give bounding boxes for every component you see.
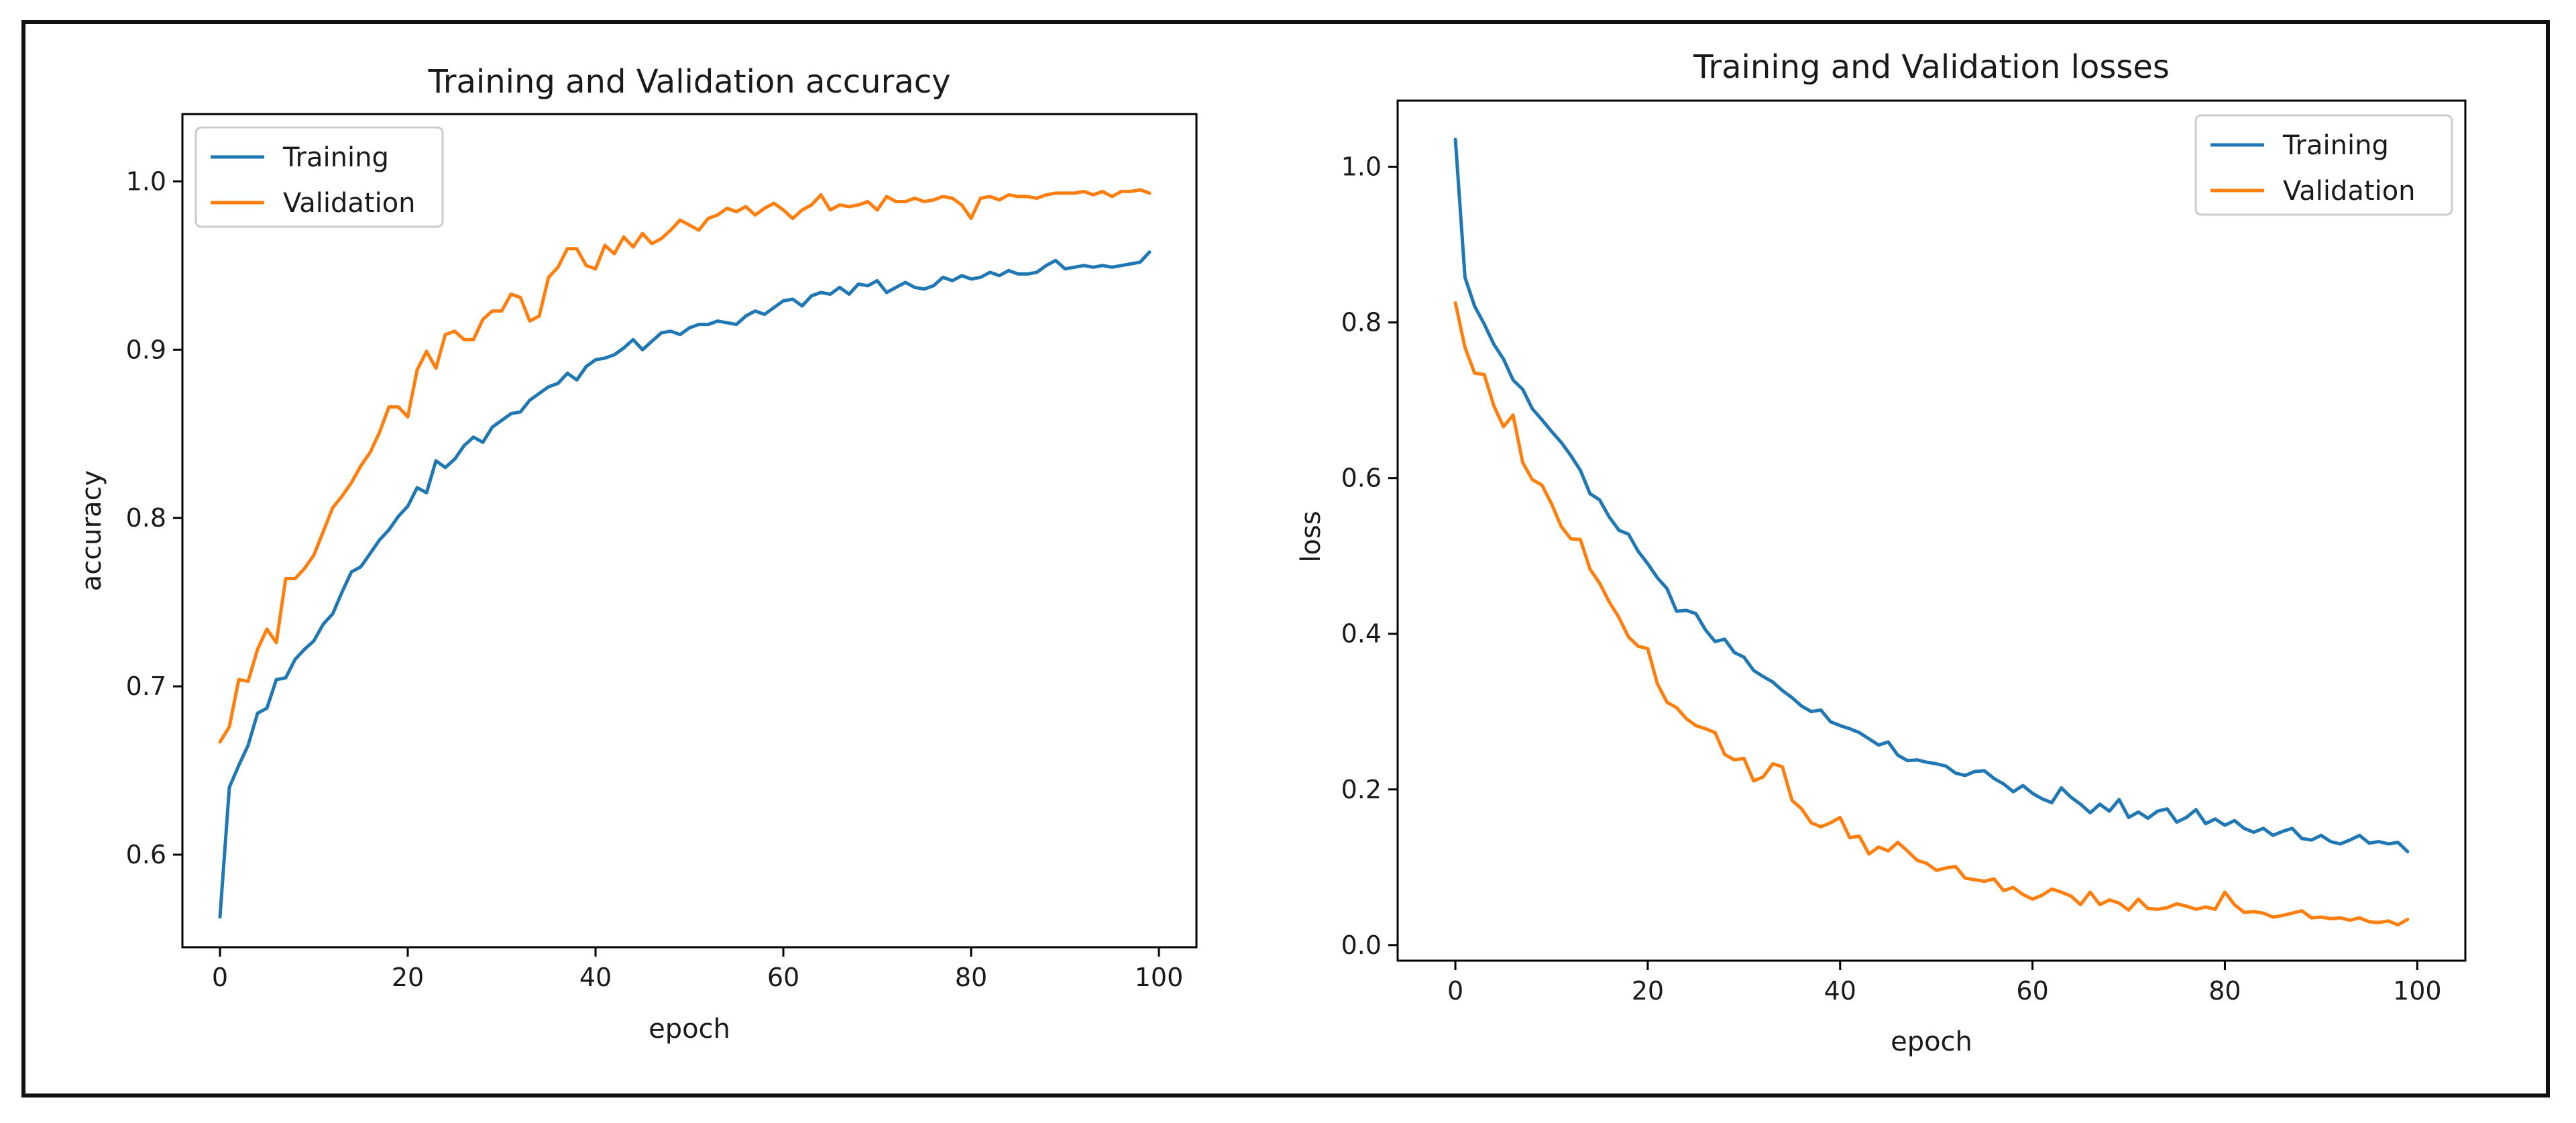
legend-label-training: Training [282,142,389,173]
x-axis-label: epoch [1891,1026,1972,1057]
x-tick-label: 100 [1135,963,1184,992]
series-line-training [1453,138,2410,854]
y-tick-label: 0.0 [1341,930,1382,960]
x-axis-label: epoch [649,1014,730,1045]
legend: Training Validation [194,126,444,228]
y-axis-label: accuracy [76,470,107,591]
y-axis-label: loss [1296,511,1327,562]
series-line-validation [218,188,1152,744]
legend-label-validation: Validation [283,188,416,219]
y-tick-label: 0.4 [1341,619,1382,649]
y-tick-label: 1.0 [1341,152,1382,182]
series-lines [218,188,1152,919]
y-tick-label: 0.6 [126,840,166,869]
x-tick-label: 60 [2016,976,2048,1006]
y-tick-label: 1.0 [126,166,166,196]
chart-title: Training and Validation losses [1693,48,2170,86]
y-ticks: 0.0 0.2 0.4 0.6 0.8 1.0 [1341,152,1398,960]
legend-label-validation: Validation [2283,176,2416,207]
x-tick-label: 20 [392,963,424,992]
x-tick-label: 0 [212,963,228,992]
x-tick-label: 60 [767,963,799,992]
x-tick-label: 80 [2208,976,2241,1006]
y-tick-label: 0.6 [1341,464,1382,493]
legend: Training Validation [2194,114,2453,216]
series-line-validation [1453,301,2410,927]
x-tick-label: 80 [955,963,987,992]
x-tick-label: 20 [1632,976,1664,1006]
x-ticks: 0 20 40 60 80 100 [212,947,1183,992]
x-tick-label: 0 [1447,976,1463,1006]
x-tick-label: 40 [579,963,612,992]
y-tick-label: 0.7 [126,672,166,701]
x-tick-label: 100 [2393,976,2442,1006]
y-tick-label: 0.8 [126,503,166,533]
y-tick-label: 0.8 [1341,308,1382,337]
series-line-training [218,250,1152,919]
y-tick-label: 0.9 [126,335,166,364]
loss-chart: Training and Validation losses epoch los… [1296,48,2467,1057]
x-tick-label: 40 [1824,976,1856,1006]
accuracy-chart: Training and Validation accuracy epoch a… [76,63,1198,1045]
y-tick-label: 0.2 [1341,775,1382,804]
plot-area [181,113,1198,949]
y-ticks: 0.6 0.7 0.8 0.9 1.0 [126,166,182,869]
chart-title: Training and Validation accuracy [427,63,950,101]
legend-label-training: Training [2282,130,2389,161]
x-ticks: 0 20 40 60 80 100 [1447,961,2442,1006]
series-lines [1453,138,2410,927]
plot-area [1396,99,2467,962]
